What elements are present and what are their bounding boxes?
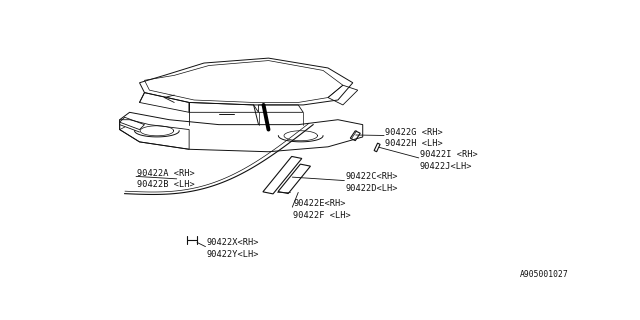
Text: 90422E<RH>
90422F <LH>: 90422E<RH> 90422F <LH> bbox=[293, 199, 351, 220]
Text: 90422A <RH>
90422B <LH>: 90422A <RH> 90422B <LH> bbox=[137, 169, 195, 189]
Text: 90422X<RH>
90422Y<LH>: 90422X<RH> 90422Y<LH> bbox=[207, 238, 259, 259]
Text: 90422G <RH>
90422H <LH>: 90422G <RH> 90422H <LH> bbox=[385, 128, 443, 148]
Text: 90422C<RH>
90422D<LH>: 90422C<RH> 90422D<LH> bbox=[346, 172, 398, 193]
Text: A905001027: A905001027 bbox=[520, 270, 568, 279]
Text: 90422I <RH>
90422J<LH>: 90422I <RH> 90422J<LH> bbox=[420, 150, 477, 171]
